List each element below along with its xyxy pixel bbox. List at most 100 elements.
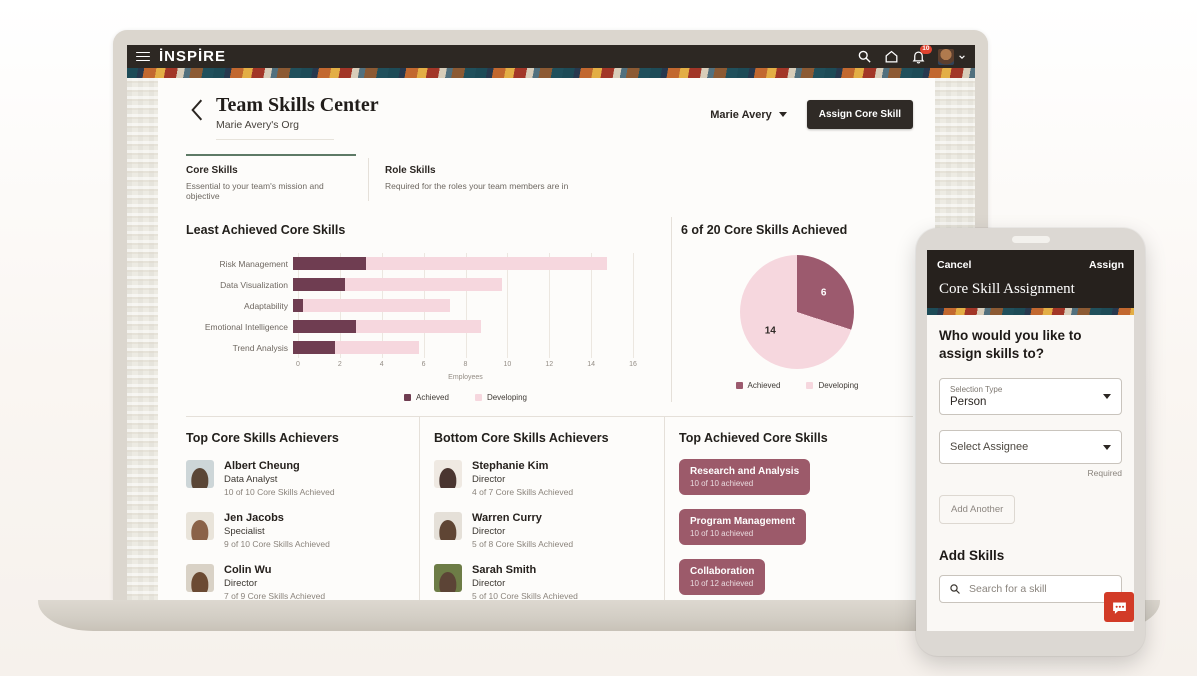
top-skills-column: Top Achieved Core Skills Research and An… [665, 417, 913, 600]
skill-chip-name: Collaboration [690, 566, 755, 577]
bar-row: Adaptability [186, 295, 671, 316]
axis-tick-label: 4 [379, 361, 384, 368]
tab-core-skills[interactable]: Core Skills Essential to your team's mis… [186, 154, 356, 201]
person-row[interactable]: Albert Cheung Data Analyst 10 of 10 Core S… [186, 460, 405, 497]
app-screen: İNSPİRE 10 [127, 45, 975, 600]
bar-segment-achieved [293, 341, 335, 354]
left-texture-margin [127, 78, 158, 600]
person-skill-status: 4 of 7 Core Skills Achieved [472, 487, 574, 497]
gridline [507, 253, 509, 358]
bar-segment-developing [355, 320, 482, 333]
bar-chart-axis: 0 2 4 6 8 10 12 14 16 [296, 358, 637, 370]
person-name: Albert Cheung [224, 460, 300, 472]
person-name: Warren Curry [472, 512, 542, 524]
menu-icon[interactable] [136, 51, 150, 62]
pie-slice-value: 6 [820, 287, 827, 299]
assignee-select[interactable]: Select Assignee [939, 430, 1122, 465]
person-row[interactable]: Warren Curry Director 5 of 8 Core Skills A… [434, 512, 650, 549]
person-info: Warren Curry Director 5 of 8 Core Skills A… [472, 512, 573, 549]
person-selector[interactable]: Marie Avery [710, 109, 787, 121]
axis-tick-label: 14 [587, 361, 596, 368]
axis-tick-label: 6 [421, 361, 426, 368]
person-skill-status: 7 of 9 Core Skills Achieved [224, 591, 326, 600]
skill-chip[interactable]: Collaboration 10 of 12 achieved [679, 559, 766, 595]
laptop-mockup: İNSPİRE 10 [113, 30, 988, 600]
legend-label: Developing [818, 381, 859, 390]
legend-label: Achieved [747, 381, 781, 390]
content-card: Team Skills Center Marie Avery's Org Mar… [158, 78, 935, 600]
assign-core-skill-button[interactable]: Assign Core Skill [806, 100, 913, 129]
bar-segment-developing [303, 299, 451, 312]
skill-chip[interactable]: Research and Analysis 10 of 10 achieved [679, 459, 811, 495]
chat-bubble-icon [1112, 602, 1126, 614]
person-role: Specialist [224, 526, 265, 537]
person-role: Director [472, 474, 506, 485]
add-another-button[interactable]: Add Another [939, 495, 1016, 525]
bar-track [293, 341, 628, 354]
gridline [591, 253, 593, 358]
tab-bar: Core Skills Essential to your team's mis… [186, 154, 913, 201]
chat-fab-button[interactable] [1104, 592, 1134, 622]
bar-category-label: Emotional Intelligence [204, 321, 288, 332]
person-avatar [434, 460, 462, 488]
cancel-button[interactable]: Cancel [937, 259, 972, 271]
bar-segment-achieved [293, 320, 356, 333]
caret-down-icon [1103, 444, 1111, 450]
page-header: Team Skills Center Marie Avery's Org Mar… [186, 94, 913, 140]
app-logo[interactable]: İNSPİRE [159, 48, 227, 65]
home-icon[interactable] [884, 49, 899, 64]
bar-segment-achieved [293, 257, 367, 270]
person-skill-status: 5 of 10 Core Skills Achieved [472, 591, 578, 600]
person-row[interactable]: Colin Wu Director 7 of 9 Core Skills Achie… [186, 564, 405, 600]
gridline [549, 253, 551, 358]
skill-chip-name: Program Management [690, 516, 796, 527]
legend-swatch [474, 394, 482, 401]
skill-chip-status: 10 of 10 achieved [690, 529, 754, 538]
person-skill-status: 10 of 10 Core Skills Achieved [224, 487, 335, 497]
skill-search-input[interactable] [969, 583, 1112, 596]
tab-separator [368, 158, 369, 201]
search-icon [950, 584, 960, 595]
person-row[interactable]: Sarah Smith Director 5 of 10 Core Skills A… [434, 564, 650, 600]
axis-tick-label: 12 [545, 361, 554, 368]
gridline [465, 253, 467, 358]
person-info: Colin Wu Director 7 of 9 Core Skills Achie… [224, 564, 325, 600]
axis-tick-label: 16 [629, 361, 637, 368]
app-topbar: İNSPİRE 10 [127, 45, 975, 68]
legend-label: Developing [486, 393, 527, 402]
axis-tick-label: 10 [503, 361, 512, 368]
person-avatar [434, 512, 462, 540]
bottom-achievers-title: Bottom Core Skills Achievers [434, 431, 609, 445]
person-name: Colin Wu [224, 564, 272, 576]
search-icon[interactable] [857, 49, 872, 64]
legend-label: Achieved [416, 393, 449, 402]
axis-tick-label: 8 [463, 361, 468, 368]
bar-row: Risk Management [186, 253, 671, 274]
bar-category-label: Risk Management [219, 258, 288, 269]
bar-row: Data Visualization [186, 274, 671, 295]
notifications-button[interactable]: 10 [911, 45, 932, 64]
skill-search-box [939, 575, 1122, 604]
bar-segment-developing [366, 257, 608, 270]
person-role: Director [472, 578, 506, 589]
user-menu[interactable] [938, 48, 966, 65]
skill-chip-status: 10 of 10 achieved [690, 479, 754, 488]
person-skill-status: 9 of 10 Core Skills Achieved [224, 539, 330, 549]
person-name: Jen Jacobs [224, 512, 284, 524]
tab-role-skills[interactable]: Role Skills Required for the roles your … [385, 165, 569, 191]
caret-down-icon [778, 112, 787, 117]
selection-type-select[interactable]: Selection Type Person [939, 378, 1122, 416]
assign-button[interactable]: Assign [1088, 259, 1124, 271]
assignment-question: Who would you like to assign skills to? [939, 328, 1082, 362]
bar-row: Trend Analysis [186, 337, 671, 358]
back-button[interactable] [188, 98, 206, 122]
top-skills-title: Top Achieved Core Skills [679, 431, 828, 445]
person-row[interactable]: Jen Jacobs Specialist 9 of 10 Core Skills … [186, 512, 405, 549]
pie-section: 6 of 20 Core Skills Achieved 6 14 Achieve… [672, 217, 913, 402]
person-role: Director [224, 578, 258, 589]
title-divider [216, 139, 334, 140]
skill-chip[interactable]: Program Management 10 of 10 achieved [679, 509, 807, 545]
axis-title: Employees [448, 374, 483, 381]
person-row[interactable]: Stephanie Kim Director 4 of 7 Core Skills … [434, 460, 650, 497]
legend-swatch [735, 382, 743, 389]
